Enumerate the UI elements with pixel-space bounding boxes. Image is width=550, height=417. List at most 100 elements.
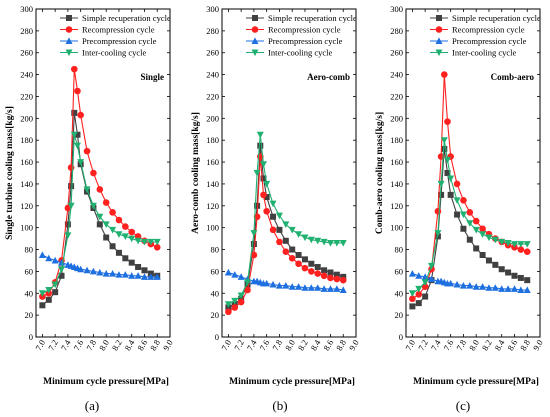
data-point-triangle-down	[314, 237, 322, 245]
data-point-triangle-down	[339, 239, 347, 247]
data-point-square	[135, 264, 142, 271]
legend-marker-triangle-up	[435, 37, 443, 44]
data-point-triangle-up	[269, 280, 277, 288]
data-point-triangle-up	[523, 286, 531, 293]
y-tick-label: 0	[29, 332, 33, 342]
data-point-square	[74, 131, 81, 138]
y-tick-label: 60	[211, 266, 220, 276]
data-point-circle	[122, 223, 129, 230]
data-point-square	[454, 211, 461, 218]
legend-marker-triangle-up	[65, 37, 73, 44]
y-tick-label: 240	[206, 70, 219, 80]
data-point-square	[115, 249, 122, 256]
data-point-triangle-up	[301, 284, 309, 291]
y-tick-label: 240	[390, 70, 403, 80]
y-axis-label: Aero-comb cooling mass[kg/s]	[191, 112, 201, 234]
legend-label: Precompression cycle	[268, 36, 343, 46]
legend-label: Simple recuperation cycle	[268, 13, 357, 23]
data-point-triangle-down	[510, 241, 518, 248]
y-tick-label: 180	[206, 135, 219, 145]
data-point-square	[39, 302, 46, 309]
data-point-square	[524, 277, 531, 284]
y-axis-label: Single turbine cooling mass[kg/s]	[5, 106, 15, 240]
panel-c: 0 20 40 60 80 100 120 140 160 180 200 220 240 260 280 3…	[375, 4, 545, 413]
legend-label: Inter-cooling cycle	[82, 48, 146, 58]
data-point-triangle-up	[459, 282, 467, 289]
x-tick-label: 8.0	[97, 338, 111, 352]
y-tick-label: 180	[20, 135, 33, 145]
data-point-triangle-down	[415, 285, 423, 293]
data-point-triangle-down	[244, 279, 252, 286]
data-point-triangle-up	[109, 269, 117, 277]
x-tick-label: 8.6	[135, 338, 149, 352]
data-point-triangle-down	[51, 281, 59, 289]
data-point-triangle-down	[70, 131, 78, 139]
data-point-circle	[333, 275, 341, 283]
y-tick-label: 20	[395, 310, 404, 320]
data-point-square	[141, 267, 148, 274]
data-point-triangle-up	[153, 273, 161, 280]
data-point-triangle-down	[83, 186, 91, 193]
data-point-triangle-down	[453, 197, 461, 204]
legend-label: Simple recuperation cycle	[452, 13, 541, 23]
data-point-square	[260, 175, 267, 182]
data-point-triangle-down	[408, 290, 416, 297]
data-point-triangle-up	[83, 266, 91, 274]
x-tick-label: 7.6	[257, 338, 271, 352]
data-point-triangle-up	[320, 285, 328, 292]
x-tick-label: 7.4	[429, 337, 443, 352]
data-point-square	[122, 255, 129, 262]
legend-marker-square	[252, 15, 258, 21]
data-point-triangle-down	[77, 159, 85, 166]
legend-marker-circle	[65, 26, 73, 33]
data-point-triangle-up	[134, 272, 142, 279]
x-tick-label: 7.8	[454, 338, 468, 352]
x-tick-label: 9.0	[347, 338, 361, 352]
data-point-circle	[276, 238, 283, 246]
data-point-triangle-up	[314, 284, 322, 291]
data-point-circle	[517, 246, 525, 253]
data-point-circle	[460, 197, 467, 204]
data-point-circle	[70, 65, 78, 73]
data-point-triangle-up	[453, 280, 461, 288]
x-tick-label: 8.2	[110, 338, 124, 352]
x-axis-label: Minimum cycle pressure[MPa]	[413, 377, 539, 387]
data-point-triangle-up	[485, 284, 493, 291]
legend-marker-triangle-up	[251, 37, 259, 44]
data-point-square	[301, 256, 308, 263]
legend-marker-square	[66, 15, 72, 21]
data-point-circle	[253, 213, 261, 221]
data-point-square	[270, 213, 277, 220]
data-point-circle	[466, 209, 474, 216]
plot-frame	[221, 8, 357, 338]
data-point-circle	[327, 274, 334, 282]
x-tick-label: 9.0	[531, 338, 545, 352]
data-point-circle	[472, 217, 480, 225]
data-point-triangle-down	[250, 230, 258, 237]
legend-label: Precompression cycle	[452, 36, 527, 46]
data-point-triangle-up	[491, 284, 499, 291]
data-point-triangle-down	[147, 238, 155, 246]
data-point-triangle-down	[295, 231, 303, 238]
y-tick-label: 140	[206, 179, 219, 189]
data-point-triangle-down	[421, 279, 429, 286]
y-tick-label: 220	[20, 91, 33, 101]
legend-label: Precompression cycle	[82, 36, 157, 46]
data-point-triangle-up	[96, 268, 104, 276]
data-point-triangle-up	[128, 272, 136, 279]
data-point-triangle-down	[485, 234, 493, 242]
x-tick-label: 9.0	[161, 338, 175, 352]
plot-frame	[35, 8, 171, 338]
legend-marker-triangle-down	[65, 49, 73, 57]
x-tick-label: 7.4	[59, 337, 73, 352]
y-tick-label: 140	[20, 179, 33, 189]
x-tick-label: 8.6	[505, 338, 519, 352]
data-point-triangle-down	[523, 241, 531, 248]
data-point-square	[58, 272, 65, 279]
data-point-circle	[301, 264, 309, 272]
x-tick-label: 7.6	[71, 338, 85, 352]
x-tick-label: 8.0	[467, 338, 481, 352]
data-point-triangle-down	[134, 237, 142, 245]
y-tick-label: 280	[390, 26, 403, 36]
